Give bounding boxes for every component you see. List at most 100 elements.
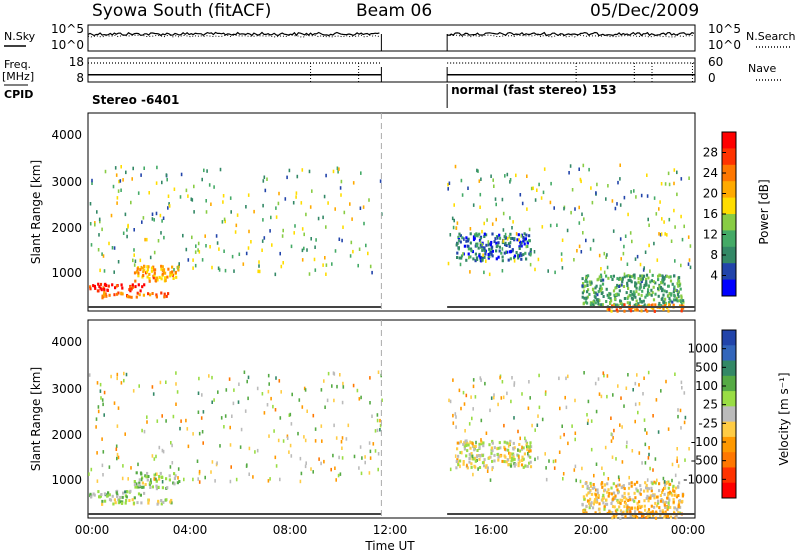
range-cell bbox=[600, 482, 603, 486]
range-cell bbox=[138, 483, 141, 487]
range-cell bbox=[636, 505, 640, 509]
range-cell bbox=[661, 491, 664, 494]
range-cell bbox=[379, 179, 382, 183]
range-cell bbox=[622, 496, 625, 500]
range-cell bbox=[506, 237, 509, 241]
range-cell bbox=[141, 428, 143, 433]
range-cell bbox=[642, 268, 645, 272]
range-cell bbox=[320, 461, 322, 466]
range-cell bbox=[610, 309, 613, 313]
range-cell bbox=[126, 234, 128, 239]
range-cell bbox=[522, 465, 525, 469]
range-cell bbox=[191, 198, 194, 202]
range-cell bbox=[525, 443, 528, 447]
range-cell bbox=[601, 466, 603, 470]
range-cell bbox=[98, 285, 101, 289]
range-cell bbox=[165, 380, 167, 384]
range-cell bbox=[305, 461, 307, 465]
range-cell bbox=[143, 491, 146, 495]
range-cell bbox=[617, 304, 620, 308]
range-cell bbox=[638, 510, 641, 514]
range-cell bbox=[151, 385, 154, 389]
range-cell bbox=[116, 495, 119, 498]
range-cell bbox=[169, 271, 172, 275]
range-cell bbox=[332, 169, 335, 174]
range-cell bbox=[526, 241, 529, 245]
range-cell bbox=[102, 450, 105, 454]
range-cell bbox=[500, 251, 503, 255]
range-cell bbox=[303, 435, 305, 439]
range-cell bbox=[274, 408, 277, 412]
range-cell bbox=[491, 232, 494, 236]
range-cell bbox=[258, 269, 261, 274]
range-cell bbox=[537, 456, 539, 460]
range-cell bbox=[342, 381, 344, 386]
range-cell bbox=[519, 193, 522, 197]
range-cell bbox=[103, 269, 106, 273]
range-cell bbox=[106, 288, 109, 292]
range-cell bbox=[142, 274, 145, 277]
range-cell bbox=[501, 255, 504, 259]
range-cell bbox=[588, 292, 591, 296]
range-cell bbox=[504, 241, 507, 245]
range-cell bbox=[647, 217, 649, 222]
range-cell bbox=[484, 381, 486, 386]
range-cell bbox=[529, 444, 532, 448]
range-cell bbox=[135, 482, 138, 486]
range-cell bbox=[480, 177, 482, 181]
range-cell bbox=[201, 177, 203, 182]
range-cell bbox=[170, 501, 173, 505]
range-cell bbox=[579, 177, 582, 182]
range-cell bbox=[625, 444, 628, 449]
range-cell bbox=[599, 284, 602, 288]
range-cell bbox=[164, 271, 167, 275]
xtick-0000: 00:00 bbox=[75, 523, 110, 537]
range-cell bbox=[633, 189, 635, 193]
range-cell bbox=[128, 288, 131, 292]
range-cell bbox=[644, 282, 647, 286]
range-cell bbox=[688, 176, 690, 180]
range-cell bbox=[215, 234, 218, 238]
range-cell bbox=[248, 229, 250, 234]
range-cell bbox=[512, 454, 515, 457]
range-cell bbox=[349, 202, 351, 206]
range-cell bbox=[149, 293, 152, 297]
range-cell bbox=[512, 441, 515, 445]
range-cell bbox=[171, 461, 174, 465]
range-cell bbox=[552, 459, 555, 464]
range-cell bbox=[673, 274, 676, 278]
range-cell bbox=[676, 447, 678, 451]
range-cell bbox=[527, 451, 529, 456]
range-cell bbox=[153, 273, 156, 277]
range-cell bbox=[563, 206, 565, 211]
range-cell bbox=[582, 510, 585, 514]
range-cell bbox=[224, 414, 227, 418]
range-cell bbox=[636, 373, 638, 377]
range-cell bbox=[465, 393, 468, 398]
range-cell bbox=[688, 447, 690, 451]
range-cell bbox=[605, 300, 608, 303]
range-cell bbox=[103, 287, 106, 291]
range-cell bbox=[554, 270, 556, 275]
range-cell bbox=[638, 500, 641, 504]
range-cell bbox=[614, 496, 617, 500]
range-cell bbox=[474, 456, 477, 460]
range-cell bbox=[619, 299, 622, 303]
range-cell bbox=[620, 396, 622, 400]
range-cell bbox=[678, 276, 681, 280]
range-cell bbox=[235, 223, 238, 228]
range-cell bbox=[104, 499, 107, 503]
range-cell bbox=[335, 436, 338, 440]
range-cell bbox=[449, 399, 452, 404]
range-cell bbox=[621, 460, 624, 464]
range-cell bbox=[629, 290, 632, 293]
range-cell bbox=[654, 303, 657, 307]
range-cell bbox=[638, 451, 641, 455]
range-cell bbox=[472, 378, 475, 382]
range-cell bbox=[603, 507, 606, 511]
range-cell bbox=[153, 477, 156, 481]
range-cell bbox=[137, 485, 140, 489]
range-cell bbox=[658, 273, 662, 277]
range-cell bbox=[638, 504, 641, 508]
range-cell bbox=[310, 467, 312, 471]
